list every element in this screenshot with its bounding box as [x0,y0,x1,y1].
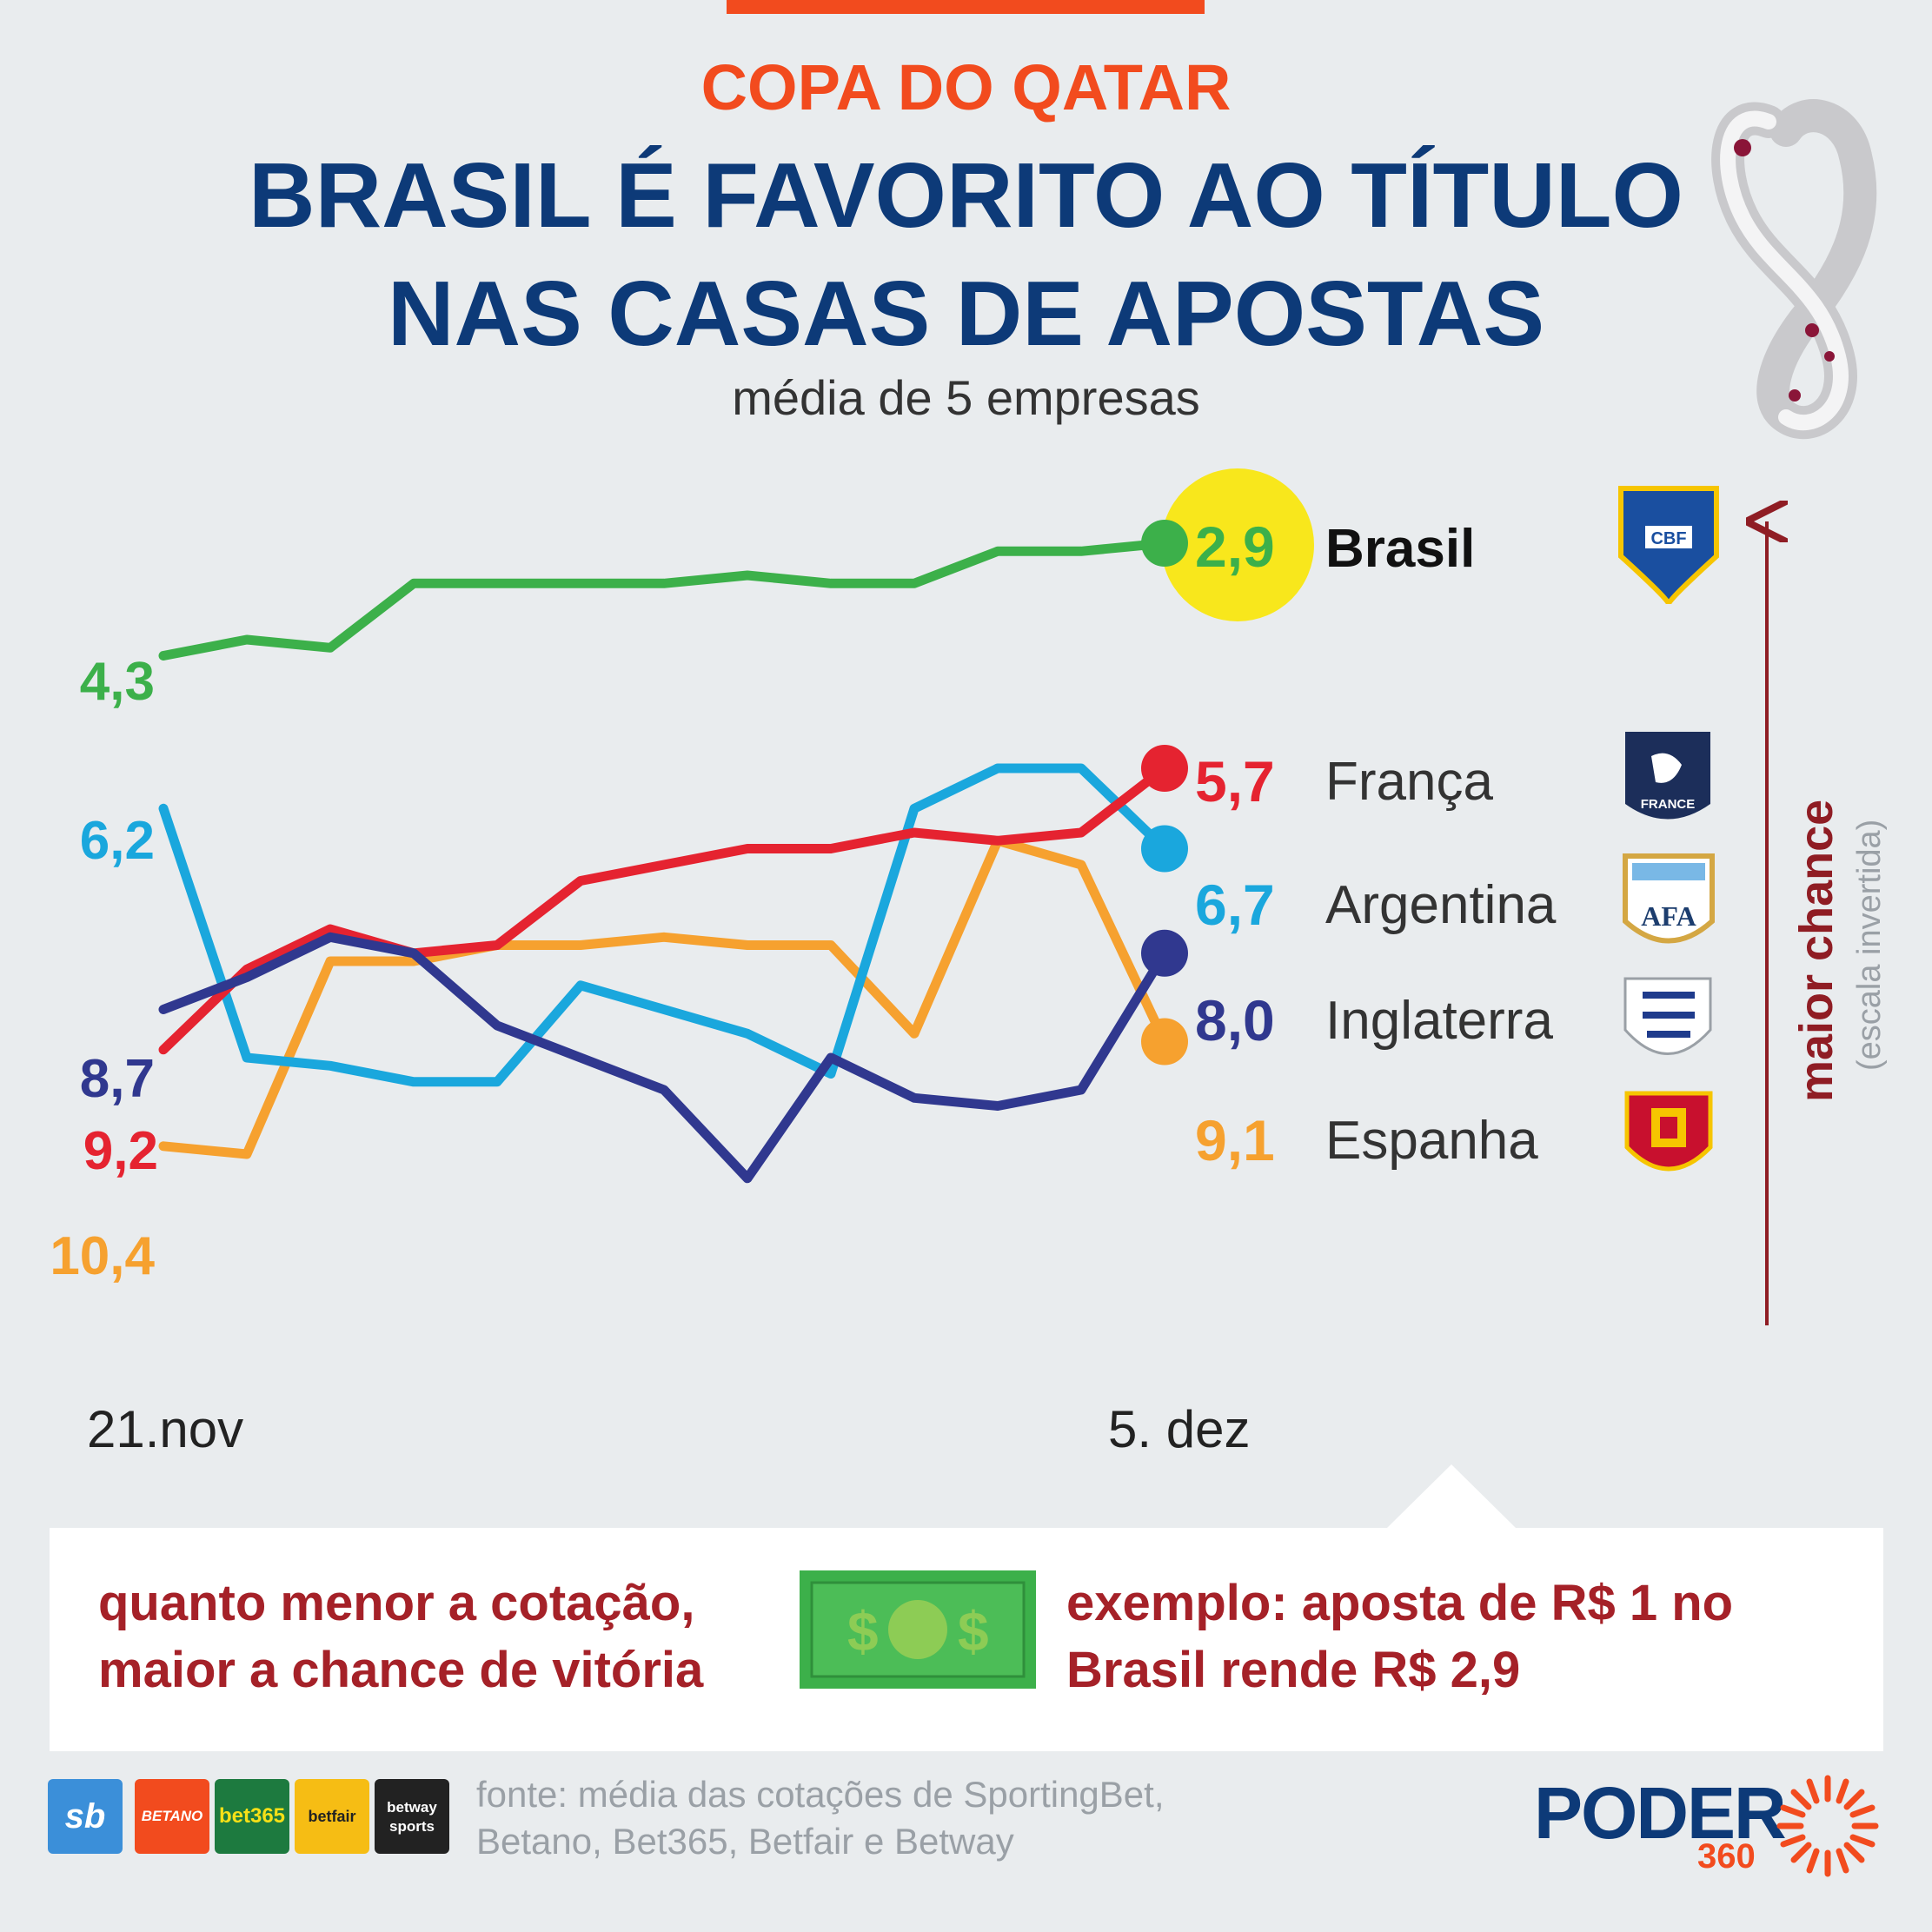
series-end-point-argentina [1141,825,1188,873]
x-label-end: 5. dez [1108,1400,1250,1458]
end-value-argentina: 6,7 [1195,873,1275,937]
series-line-argentina [158,763,1170,1087]
line-chart: 2,9 5,7 6,7 8,0 9,1 4,3 6,2 8,7 9,2 10,4… [50,468,1888,1458]
publisher-sun-icon [1776,1775,1879,1877]
headline-line-1: BRASIL É FAVORITO AO TÍTULO [249,144,1683,247]
start-value-franca: 9,2 [83,1121,158,1181]
svg-text:$: $ [847,1600,879,1663]
publisher-logo-suffix: 360 [1697,1837,1756,1876]
argentina-crest-icon: AFA [1623,853,1715,944]
note-left-line-2: maior a chance de vitória [98,1642,704,1698]
source-line-2: Betano, Bet365, Betfair e Betway [476,1821,1014,1862]
bet365-logo-icon: bet365 [215,1779,289,1854]
svg-text:$: $ [958,1600,989,1663]
betway-logo-icon: betway sports [375,1779,449,1854]
series-end-point-brasil [1141,520,1188,567]
end-value-franca: 5,7 [1195,749,1275,813]
axis-note-sublabel: (escala invertida) [1851,820,1888,1071]
series-line-franca [158,763,1170,1055]
start-value-inglaterra: 8,7 [80,1049,155,1109]
note-right-line-1: exemplo: aposta de R$ 1 no [1066,1575,1734,1631]
svg-text:FRANCE: FRANCE [1641,797,1696,812]
start-value-brasil: 4,3 [80,652,155,712]
end-value-espanha: 9,1 [1195,1108,1275,1172]
start-value-espanha: 10,4 [50,1226,155,1286]
sportingbet-logo-icon: sb [48,1779,123,1854]
spain-crest-icon [1624,1091,1713,1172]
headline-line-2: NAS CASAS DE APOSTAS [387,262,1545,365]
legend-espanha: Espanha [1325,1111,1538,1171]
top-accent-bar [727,0,1205,14]
brasil-crest-icon: CBF [1618,486,1719,606]
start-value-argentina: 6,2 [80,811,155,871]
betfair-logo-icon: betfair [295,1779,369,1854]
publisher-logo: PODER [1534,1772,1787,1854]
source-note: fonte: média das cotações de SportingBet… [476,1771,1165,1865]
betano-logo-icon: BETANO [135,1779,209,1854]
source-line-1: fonte: média das cotações de SportingBet… [476,1774,1165,1815]
series-line-inglaterra [158,932,1170,1184]
svg-text:CBF: CBF [1650,529,1686,548]
svg-text:AFA: AFA [1641,900,1696,932]
axis-note-label: maior chance [1790,800,1842,1102]
series-end-point-inglaterra [1141,929,1188,977]
brasil-highlight-circle [1161,468,1314,621]
legend-argentina: Argentina [1325,875,1557,935]
england-crest-icon [1623,977,1712,1055]
note-left-line-1: quanto menor a cotação, [98,1575,695,1631]
legend-inglaterra: Inglaterra [1325,991,1553,1051]
end-value-brasil: 2,9 [1195,515,1275,579]
series-end-point-espanha [1141,1018,1188,1066]
series-end-point-franca [1141,745,1188,792]
note-left: quanto menor a cotação, maior a chance d… [98,1570,703,1703]
france-crest-icon: FRANCE [1625,732,1710,820]
money-bill-icon: $ $ [800,1570,1036,1689]
note-notch [1386,1464,1517,1529]
kicker: COPA DO QATAR [700,51,1232,123]
x-label-start: 21.nov [87,1400,243,1458]
note-right: exemplo: aposta de R$ 1 no Brasil rende … [1066,1570,1733,1703]
end-value-inglaterra: 8,0 [1195,988,1275,1052]
series-line-brasil [158,538,1170,661]
note-right-line-2: Brasil rende R$ 2,9 [1066,1642,1521,1698]
world-cup-emblem-icon [1711,99,1877,440]
subtitle: média de 5 empresas [732,370,1200,425]
legend-franca: França [1325,752,1493,812]
legend-brasil: Brasil [1325,519,1475,579]
